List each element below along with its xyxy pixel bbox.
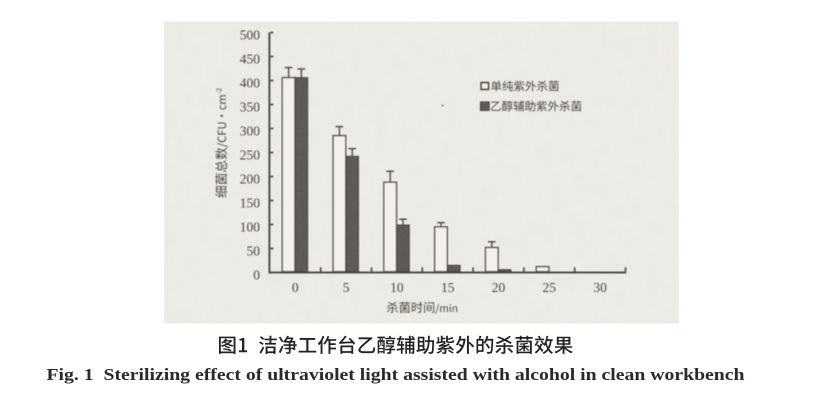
svg-text:Fig. 1 Sterilizing effect of: Fig. 1 Sterilizing effect of ultraviolet…: [47, 365, 745, 384]
